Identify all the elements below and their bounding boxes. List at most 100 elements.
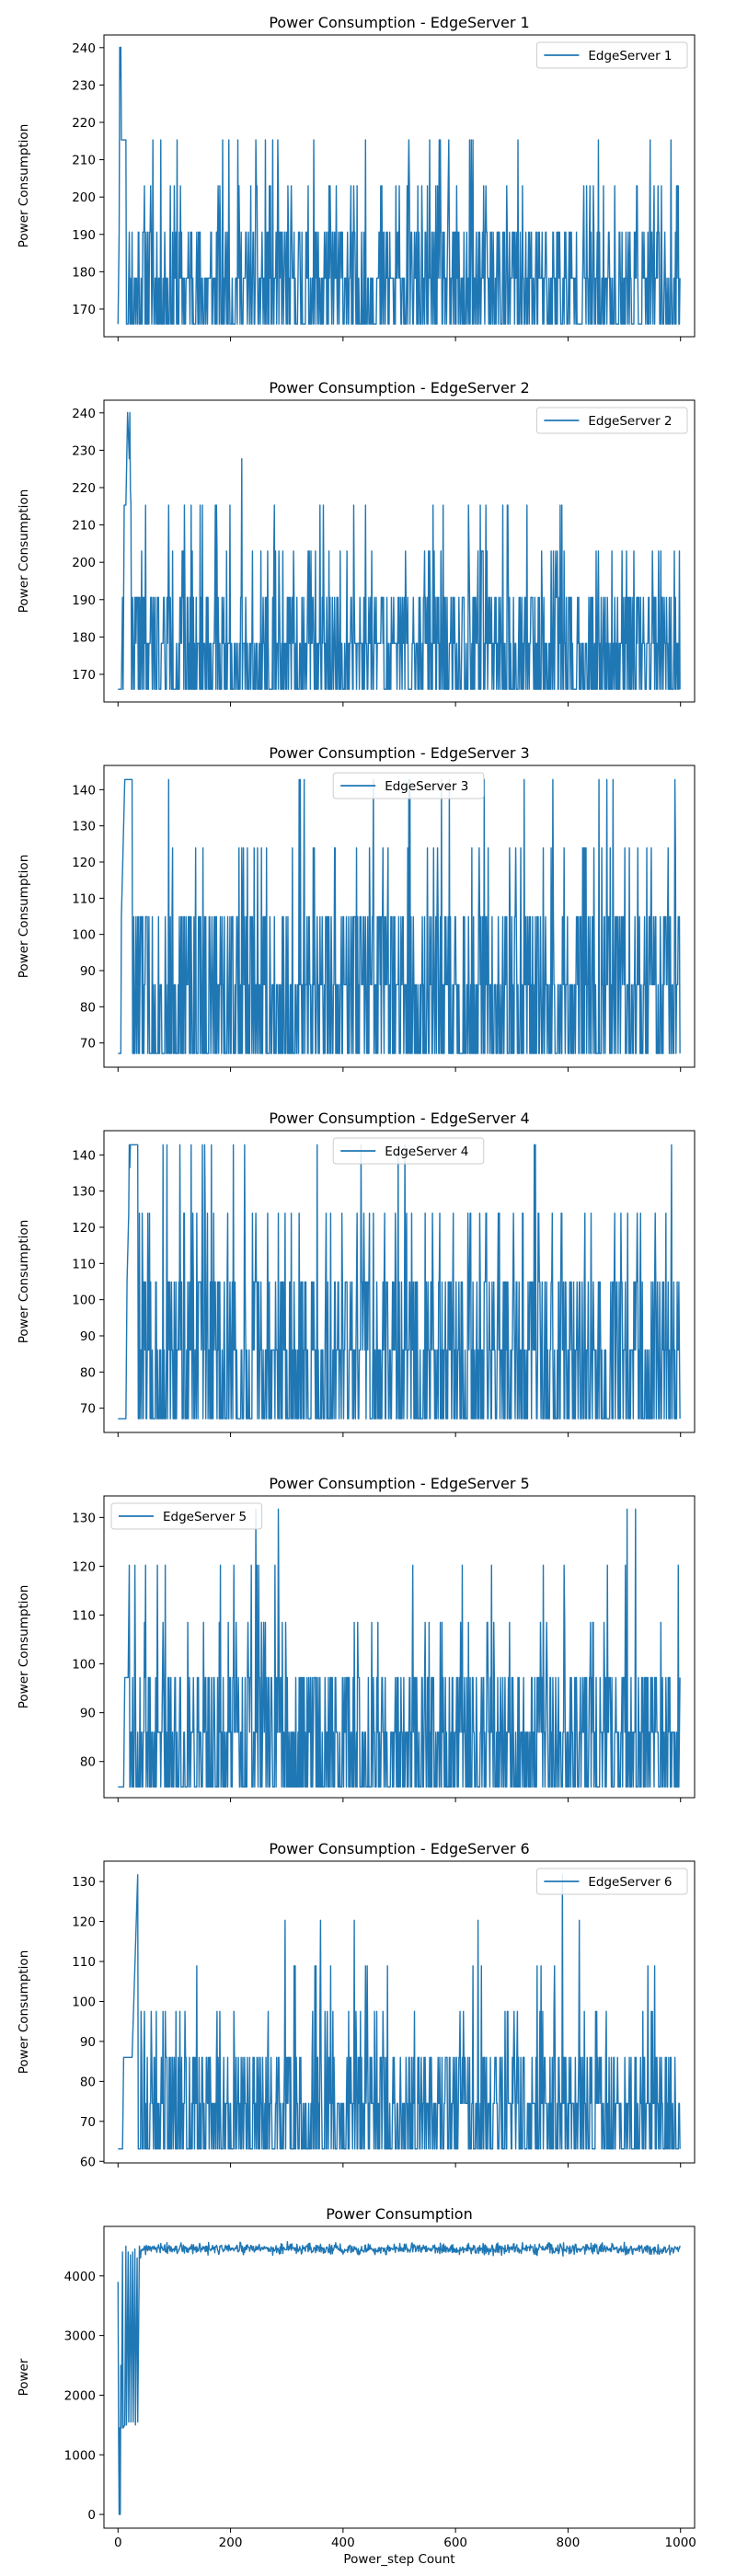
chart-title: Power Consumption <box>326 2205 472 2223</box>
legend-label: EdgeServer 3 <box>385 779 468 794</box>
y-axis-label: Power Consumption <box>17 1585 31 1709</box>
y-axis-label: Power Consumption <box>17 1220 31 1344</box>
chart-title: Power Consumption - EdgeServer 6 <box>269 1840 529 1857</box>
x-tick-label: 800 <box>557 2536 581 2550</box>
y-tick-label: 70 <box>80 2115 96 2130</box>
legend: EdgeServer 2 <box>535 407 688 434</box>
series-line <box>117 46 681 325</box>
y-tick-label: 190 <box>72 593 96 608</box>
y-tick-label: 80 <box>80 1365 96 1380</box>
y-tick-label: 220 <box>72 481 96 496</box>
legend-box <box>535 1868 688 1895</box>
plot-frame <box>103 399 696 703</box>
y-tick-label: 60 <box>80 2155 96 2169</box>
legend-box <box>110 1502 263 1530</box>
plot-frame <box>103 1130 696 1433</box>
legend-label: EdgeServer 6 <box>588 1875 672 1890</box>
y-tick-label: 110 <box>72 891 96 906</box>
y-tick-label: 110 <box>72 1955 96 1970</box>
chart-panel-7: Power Consumption Power 0 1000 2000 3000 4000 0… <box>17 2205 696 2567</box>
y-tick-label: 90 <box>80 964 96 979</box>
y-axis-label: Power <box>17 2358 31 2396</box>
y-tick-label: 70 <box>80 1037 96 1052</box>
y-tick-label: 230 <box>72 78 96 93</box>
y-tick-label: 130 <box>72 1511 96 1525</box>
legend-label: EdgeServer 1 <box>588 49 672 63</box>
series-line <box>118 1144 681 1420</box>
y-axis-label: Power Consumption <box>17 489 31 614</box>
y-tick-label: 90 <box>80 1329 96 1344</box>
y-tick-label: 80 <box>80 2075 96 2089</box>
y-tick-label: 90 <box>80 2035 96 2050</box>
chart-title: Power Consumption - EdgeServer 1 <box>269 14 529 31</box>
y-tick-label: 170 <box>72 303 96 317</box>
y-tick-label: 240 <box>72 41 96 56</box>
y-tick-label: 1000 <box>64 2448 96 2463</box>
y-tick-label: 220 <box>72 116 96 131</box>
y-tick-label: 90 <box>80 1707 96 1721</box>
y-tick-label: 110 <box>72 1609 96 1624</box>
y-tick-label: 80 <box>80 1755 96 1770</box>
y-tick-label: 200 <box>72 190 96 205</box>
y-tick-label: 3000 <box>64 2329 96 2344</box>
y-tick-label: 100 <box>72 928 96 943</box>
y-tick-label: 100 <box>72 1995 96 2009</box>
x-tick-label: 600 <box>443 2536 467 2550</box>
legend-box <box>332 772 485 799</box>
legend-label: EdgeServer 2 <box>588 414 672 429</box>
legend: EdgeServer 3 <box>332 772 485 799</box>
y-tick-label: 130 <box>72 1185 96 1200</box>
y-tick-label: 70 <box>80 1402 96 1417</box>
chart-title: Power Consumption - EdgeServer 4 <box>269 1110 529 1127</box>
chart-panel-5: Power Consumption - EdgeServer 5 Power Co… <box>17 1475 696 1802</box>
y-tick-label: 230 <box>72 443 96 458</box>
y-tick-label: 140 <box>72 783 96 798</box>
series-line <box>117 2241 681 2515</box>
legend: EdgeServer 6 <box>535 1868 688 1895</box>
series-line <box>118 778 681 1054</box>
series-line <box>118 411 681 690</box>
x-tick-label: 0 <box>114 2536 122 2550</box>
chart-panel-3: Power Consumption - EdgeServer 3 Power Co… <box>17 744 696 1072</box>
y-tick-label: 240 <box>72 407 96 421</box>
legend-box <box>535 407 688 434</box>
y-tick-label: 120 <box>72 1221 96 1236</box>
y-tick-label: 80 <box>80 1000 96 1015</box>
chart-panel-2: Power Consumption - EdgeServer 2 Power Co… <box>17 379 696 707</box>
y-tick-label: 130 <box>72 820 96 834</box>
plot-frame <box>103 765 696 1068</box>
y-tick-label: 170 <box>72 668 96 683</box>
legend-box <box>535 41 688 69</box>
y-tick-label: 130 <box>72 1875 96 1890</box>
x-tick-label: 1000 <box>665 2536 696 2550</box>
chart-title: Power Consumption - EdgeServer 3 <box>269 744 529 762</box>
plot-frame <box>103 1860 696 2164</box>
y-axis-label: Power Consumption <box>17 855 31 979</box>
series-line <box>118 1508 681 1788</box>
chart-title: Power Consumption - EdgeServer 5 <box>269 1475 529 1492</box>
x-axis-label: Power_step Count <box>343 2552 454 2567</box>
chart-panel-6: Power Consumption - EdgeServer 6 Power Co… <box>17 1840 696 2169</box>
y-tick-label: 0 <box>87 2508 96 2523</box>
chart-title: Power Consumption - EdgeServer 2 <box>269 379 529 397</box>
series-line <box>118 1874 681 2150</box>
legend-label: EdgeServer 5 <box>163 1510 247 1524</box>
y-tick-label: 210 <box>72 519 96 534</box>
plot-frame <box>103 2225 696 2529</box>
y-tick-label: 120 <box>72 1559 96 1574</box>
x-tick-label: 200 <box>219 2536 243 2550</box>
y-tick-label: 180 <box>72 265 96 280</box>
y-tick-label: 190 <box>72 228 96 243</box>
x-tick-label: 400 <box>331 2536 355 2550</box>
y-tick-label: 120 <box>72 1915 96 1930</box>
legend-label: EdgeServer 4 <box>385 1144 468 1159</box>
y-tick-label: 200 <box>72 556 96 570</box>
y-tick-label: 4000 <box>64 2270 96 2284</box>
legend: EdgeServer 1 <box>535 41 688 69</box>
chart-panel-4: Power Consumption - EdgeServer 4 Power Co… <box>17 1110 696 1437</box>
y-tick-label: 140 <box>72 1148 96 1163</box>
legend: EdgeServer 5 <box>110 1502 263 1530</box>
legend-box <box>332 1137 485 1165</box>
y-tick-label: 120 <box>72 856 96 870</box>
